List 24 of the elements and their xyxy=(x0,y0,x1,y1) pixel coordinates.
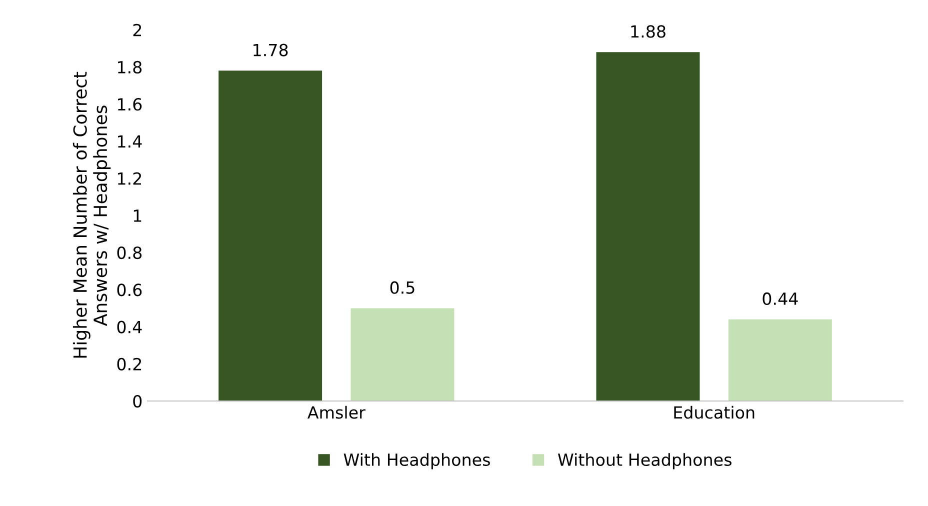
data-label: 0.44 xyxy=(762,292,798,306)
bar xyxy=(596,52,700,402)
y-tick-label: 2 xyxy=(133,24,142,36)
data-label: 0.5 xyxy=(390,281,414,294)
y-tick-label: 0.6 xyxy=(117,284,142,296)
bar xyxy=(350,308,454,402)
data-label: 1.88 xyxy=(631,25,666,38)
y-tick-label: 1 xyxy=(134,210,142,222)
y-tick-label: 0.4 xyxy=(117,320,142,334)
y-tick-label: 1.6 xyxy=(118,98,142,111)
y-axis-title: Higher Mean Number of Correct Answers w/ Headphones xyxy=(72,72,111,358)
y-tick-label: 1.2 xyxy=(118,172,142,185)
data-label: 1.78 xyxy=(254,44,288,56)
bar xyxy=(218,70,322,402)
x-tick-label: Education xyxy=(674,406,754,419)
legend-label: Without Headphones xyxy=(558,453,732,470)
bar xyxy=(728,319,832,402)
y-tick-label: 0.2 xyxy=(117,358,142,370)
legend-label: With Headphones xyxy=(344,453,490,470)
y-tick-label: 1.4 xyxy=(118,135,142,148)
y-tick-label: 0.8 xyxy=(117,246,142,260)
y-tick-label: 1.8 xyxy=(118,60,142,74)
x-tick-label: Amsler xyxy=(308,406,366,419)
y-tick-label: 0 xyxy=(133,394,142,408)
